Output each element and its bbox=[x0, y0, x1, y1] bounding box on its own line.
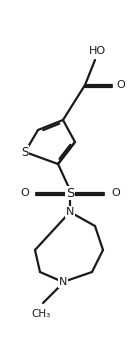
Text: S: S bbox=[21, 146, 29, 158]
Text: N: N bbox=[66, 207, 74, 217]
Text: HO: HO bbox=[88, 46, 106, 56]
Text: N: N bbox=[59, 277, 67, 287]
Text: O: O bbox=[111, 188, 120, 198]
Text: O: O bbox=[20, 188, 29, 198]
Text: O: O bbox=[116, 80, 125, 90]
Text: CH₃: CH₃ bbox=[31, 309, 51, 319]
Text: S: S bbox=[66, 187, 74, 199]
